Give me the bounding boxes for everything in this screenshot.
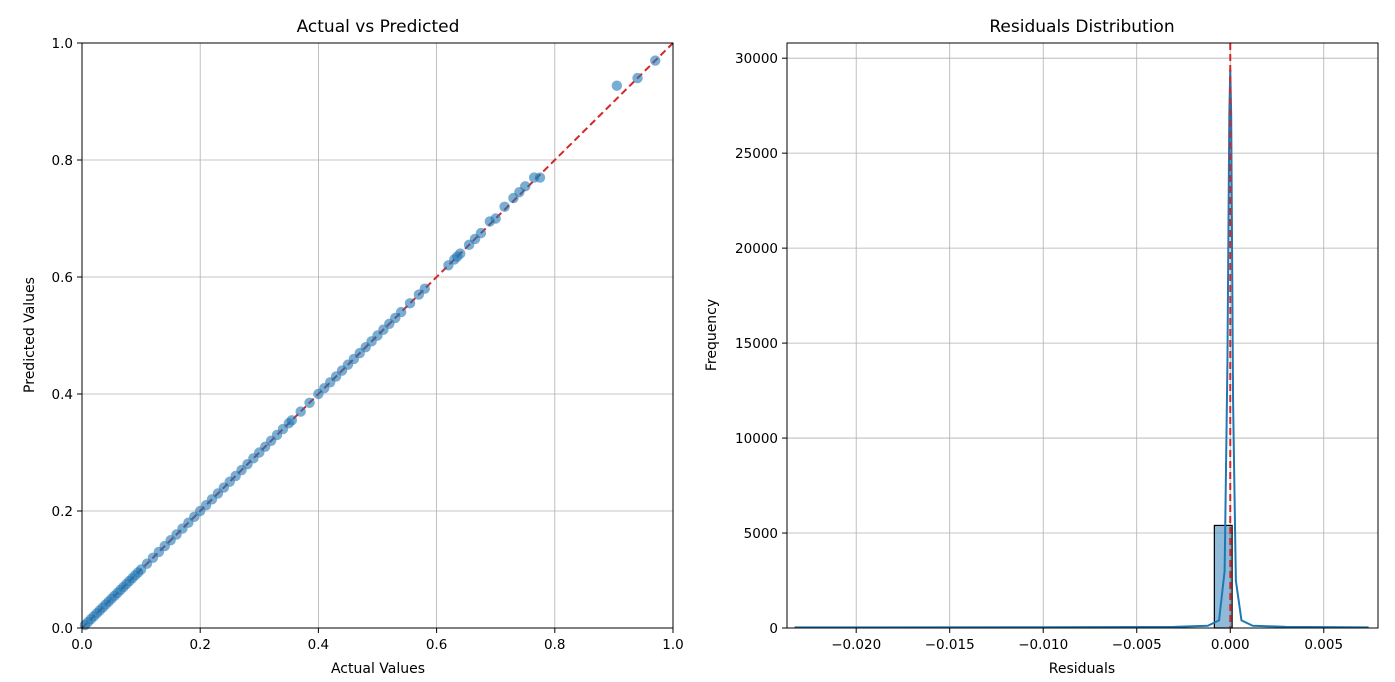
chart1-title: Actual vs Predicted [297,17,460,37]
chart2-axes-frame [786,42,1379,629]
chart2-y-tick-label: 20000 [735,241,778,257]
chart1-y-tick-label: 1.0 [52,36,73,52]
chart1-points [79,55,661,631]
chart1-data-point [534,172,546,183]
chart1-y-tick-label: 0.0 [52,621,73,637]
chart1-y-tick-label: 0.6 [52,270,73,286]
chart2-x-tick-label: −0.020 [831,637,881,653]
chart2-x-tick-label: −0.005 [1112,637,1162,653]
chart1-data-point [611,80,623,91]
chart1-y-tick-label: 0.2 [52,504,73,520]
chart1-x-tick-label: 1.0 [662,637,683,653]
chart1-x-tick-label: 0.4 [308,637,329,653]
chart1-data-point [419,283,430,294]
chart2-title: Residuals Distribution [989,17,1174,37]
scatter-chart: Actual vs Predicted 0.0 0.2 0.4 0.6 0.8 1.00.… [22,17,684,677]
chart1-data-point [295,406,306,417]
chart1-ticks: 0.0 0.2 0.4 0.6 0.8 1.0 0.0 0.2 0.4 0.6 0.8 1.0 [52,36,684,653]
chart1-y-tick-label: 0.4 [52,387,73,403]
chart1-data-point [395,306,407,318]
chart1-x-tick-label: 0.0 [71,637,92,653]
chart2-y-tick-label: 0 [769,621,778,637]
chart1-data-point [404,298,416,309]
histogram-chart: Residuals Distribution −0.020 −0.015 −0.01… [704,17,1379,677]
chart2-y-tick-label: 15000 [735,336,778,352]
chart2-ticks: −0.020 −0.015 −0.010 −0.005 0.000 0.005 0 5000 1… [735,51,1343,653]
chart1-data-point [632,72,643,84]
chart1-data-point [650,55,661,66]
chart2-x-tick-label: −0.010 [1018,637,1068,653]
chart2-x-tick-label: 0.005 [1304,637,1343,653]
chart2-grid [787,43,1378,629]
chart2-y-tick-label: 5000 [744,526,778,542]
chart1-y-tick-label: 0.8 [52,153,73,169]
chart2-x-tick-label: 0.000 [1211,637,1250,653]
chart2-y-tick-label: 10000 [735,431,778,447]
chart2-y-tick-label: 25000 [735,146,778,162]
chart2-x-tick-label: −0.015 [925,637,975,653]
chart1-axes-frame [81,42,674,629]
chart1-x-tick-label: 0.8 [544,637,565,653]
chart1-x-axis-label: Actual Values [331,661,425,677]
chart1-y-axis-label: Predicted Values [22,277,38,393]
chart2-y-tick-label: 30000 [735,51,778,67]
chart2-y-axis-label: Frequency [704,299,720,371]
chart1-data-point [455,248,466,259]
chart1-x-tick-label: 0.2 [189,637,210,653]
chart1-data-point [490,213,501,224]
chart2-x-axis-label: Residuals [1049,661,1115,677]
chart1-data-point [304,397,315,408]
chart1-data-point [499,201,510,212]
chart1-data-point [475,227,487,239]
chart1-data-point [520,181,531,192]
chart1-data-point [286,415,298,426]
chart1-x-tick-label: 0.6 [426,637,447,653]
